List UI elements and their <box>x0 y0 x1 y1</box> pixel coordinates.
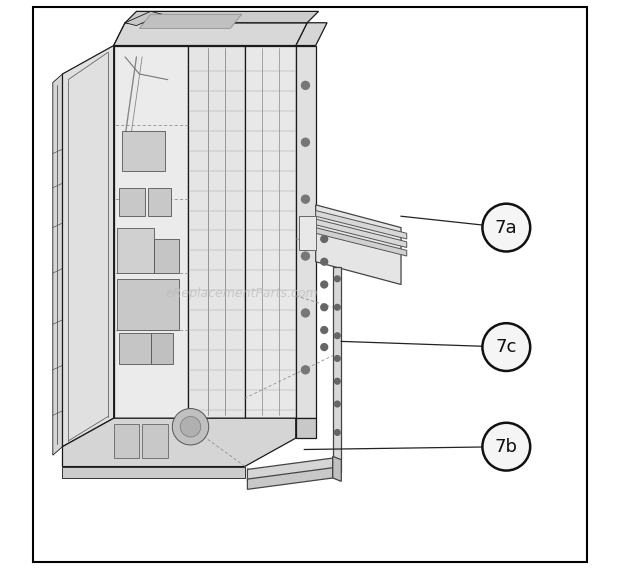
Circle shape <box>321 344 327 351</box>
Polygon shape <box>154 239 179 273</box>
Polygon shape <box>53 74 63 455</box>
Polygon shape <box>140 14 242 28</box>
Polygon shape <box>316 205 401 284</box>
Circle shape <box>482 423 530 471</box>
Circle shape <box>334 304 340 310</box>
Circle shape <box>301 309 309 317</box>
Circle shape <box>334 430 340 435</box>
Circle shape <box>301 366 309 374</box>
Polygon shape <box>142 424 168 458</box>
Polygon shape <box>113 424 140 458</box>
Polygon shape <box>63 418 296 467</box>
Polygon shape <box>125 11 162 26</box>
Circle shape <box>482 323 530 371</box>
Polygon shape <box>316 228 407 256</box>
Polygon shape <box>117 279 179 330</box>
Polygon shape <box>299 216 316 250</box>
Polygon shape <box>333 267 341 472</box>
Circle shape <box>321 281 327 288</box>
Polygon shape <box>148 188 171 216</box>
Circle shape <box>301 81 309 89</box>
Polygon shape <box>244 46 296 418</box>
Polygon shape <box>333 456 341 481</box>
Polygon shape <box>120 333 151 364</box>
Polygon shape <box>113 46 188 418</box>
Polygon shape <box>316 211 407 239</box>
Polygon shape <box>125 11 319 23</box>
Text: 7b: 7b <box>495 438 518 456</box>
Circle shape <box>321 258 327 265</box>
Polygon shape <box>247 468 333 489</box>
Polygon shape <box>247 458 333 481</box>
Polygon shape <box>296 23 327 46</box>
Circle shape <box>334 276 340 282</box>
Circle shape <box>334 378 340 384</box>
Polygon shape <box>188 23 256 46</box>
Text: eReplacementParts.com: eReplacementParts.com <box>166 287 318 299</box>
Circle shape <box>334 356 340 361</box>
Circle shape <box>301 252 309 260</box>
Circle shape <box>321 236 327 242</box>
Polygon shape <box>316 219 407 248</box>
Polygon shape <box>122 131 165 171</box>
Circle shape <box>334 401 340 407</box>
Polygon shape <box>117 228 154 273</box>
Polygon shape <box>113 23 199 46</box>
Text: 7c: 7c <box>495 338 517 356</box>
Circle shape <box>301 138 309 146</box>
Polygon shape <box>188 46 244 418</box>
Polygon shape <box>113 23 307 46</box>
Polygon shape <box>63 46 113 447</box>
Circle shape <box>321 304 327 311</box>
Polygon shape <box>63 467 244 478</box>
Circle shape <box>180 417 201 437</box>
Circle shape <box>301 195 309 203</box>
Text: 7a: 7a <box>495 218 518 237</box>
Circle shape <box>321 327 327 333</box>
Polygon shape <box>244 23 307 46</box>
Circle shape <box>172 409 209 445</box>
Polygon shape <box>151 333 174 364</box>
Polygon shape <box>296 418 316 438</box>
Circle shape <box>482 204 530 251</box>
Polygon shape <box>296 46 316 418</box>
Polygon shape <box>120 188 145 216</box>
Circle shape <box>334 333 340 339</box>
